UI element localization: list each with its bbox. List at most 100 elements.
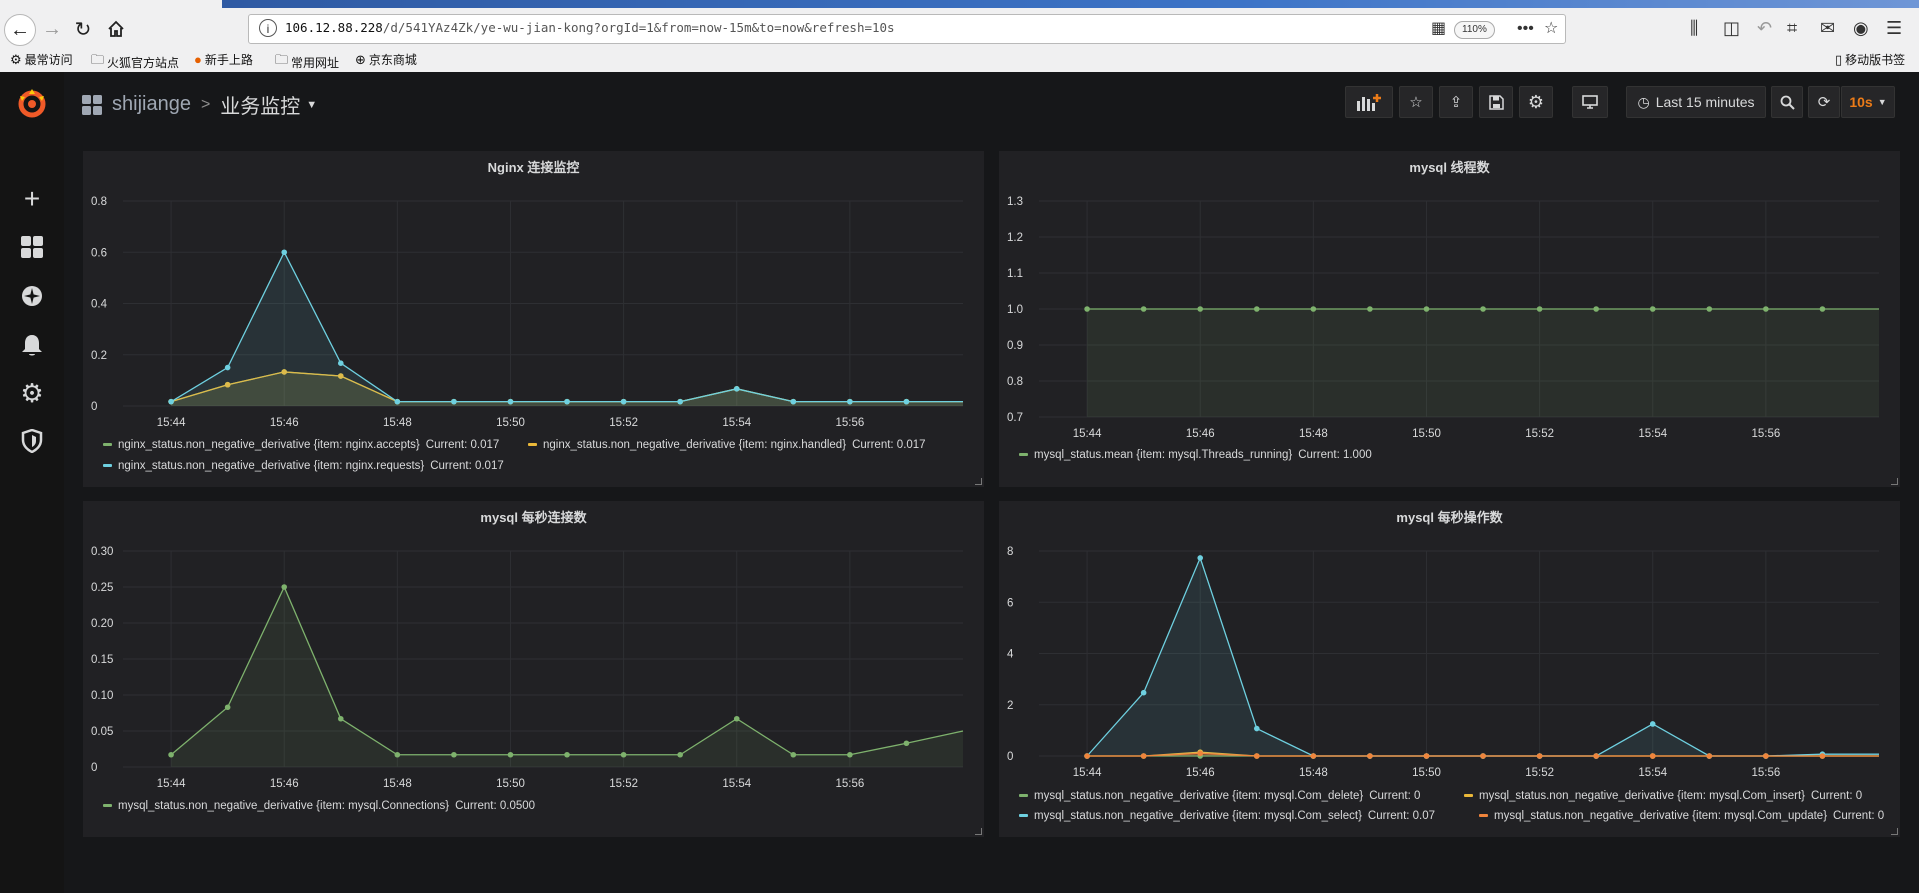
data-point[interactable] xyxy=(564,751,570,758)
add-panel-button[interactable] xyxy=(1345,86,1393,118)
panel-resize-handle[interactable] xyxy=(975,478,982,485)
data-point[interactable] xyxy=(168,398,174,405)
data-point[interactable] xyxy=(168,751,174,758)
data-point[interactable] xyxy=(281,249,288,256)
view-mode-tv-button[interactable] xyxy=(1572,86,1608,118)
data-point[interactable] xyxy=(1763,306,1769,312)
panel-mysql-operations[interactable]: mysql 每秒操作数 0 2 4 6 8 15:44 15:46 15:48 15:50 15:… xyxy=(999,501,1900,837)
data-point[interactable] xyxy=(790,398,797,405)
legend-item-nginx-accepts[interactable]: nginx_status.non_negative_derivative {it… xyxy=(103,439,499,451)
undo-icon[interactable]: ↶ xyxy=(1757,18,1773,38)
data-point[interactable] xyxy=(224,704,231,711)
mysql-connections-chart[interactable]: 0 0.05 0.10 0.15 0.20 0.25 0.30 15:44 15:46 15:48… xyxy=(83,501,984,791)
data-point[interactable] xyxy=(1763,753,1769,759)
data-point[interactable] xyxy=(1084,306,1090,312)
zoom-level-badge[interactable]: 110% xyxy=(1454,21,1495,39)
page-actions-icon[interactable]: ••• xyxy=(1517,20,1534,37)
url-text[interactable]: 106.12.88.228/d/541YAz4Zk/ye-wu-jian-kon… xyxy=(285,20,895,35)
data-point[interactable] xyxy=(903,740,910,747)
data-point[interactable] xyxy=(1253,725,1260,732)
data-point[interactable] xyxy=(451,398,457,405)
screenshot-crop-icon[interactable]: ⌗ xyxy=(1787,18,1798,38)
home-button[interactable] xyxy=(101,14,131,44)
server-admin-shield-icon[interactable] xyxy=(19,428,45,454)
panel-resize-handle[interactable] xyxy=(975,828,982,835)
data-point[interactable] xyxy=(1819,306,1826,312)
mysql-threads-chart[interactable]: 0.7 0.8 0.9 1.0 1.1 1.2 1.3 15:44 15:46 15:48 15:5… xyxy=(999,151,1900,441)
data-point[interactable] xyxy=(1819,753,1826,759)
data-point[interactable] xyxy=(451,751,457,758)
data-point[interactable] xyxy=(1140,753,1147,759)
bookmark-jd[interactable]: ⊕ 京东商城 xyxy=(355,51,417,68)
bookmark-most-visited[interactable]: ⚙ 最常访问 xyxy=(10,51,73,68)
bookmark-mobile[interactable]: ▯ 移动版书签 xyxy=(1835,51,1906,68)
data-point[interactable] xyxy=(394,398,401,405)
share-dashboard-button[interactable]: ⇪ xyxy=(1439,86,1473,118)
data-point[interactable] xyxy=(1197,555,1204,561)
data-point[interactable] xyxy=(224,381,231,388)
data-point[interactable] xyxy=(1367,306,1373,312)
reload-button[interactable]: ↻ xyxy=(68,14,98,44)
data-point[interactable] xyxy=(337,360,344,367)
site-info-icon[interactable]: i xyxy=(259,19,277,37)
data-point[interactable] xyxy=(847,398,853,405)
data-point[interactable] xyxy=(677,751,683,758)
data-point[interactable] xyxy=(1706,753,1713,759)
data-point[interactable] xyxy=(1536,306,1543,312)
star-dashboard-button[interactable]: ☆ xyxy=(1399,86,1433,118)
panel-resize-handle[interactable] xyxy=(1891,478,1898,485)
alerting-bell-icon[interactable] xyxy=(19,332,45,358)
data-point[interactable] xyxy=(394,751,401,758)
panel-title[interactable]: Nginx 连接监控 xyxy=(487,160,580,175)
data-point[interactable] xyxy=(620,398,627,405)
data-point[interactable] xyxy=(1593,306,1599,312)
account-icon[interactable]: ◉ xyxy=(1853,18,1869,38)
panel-nginx-connections[interactable]: Nginx 连接监控 0 0.2 0.4 0.6 0.8 15:44 15:46 15:48 1… xyxy=(83,151,984,487)
data-point[interactable] xyxy=(1253,306,1260,312)
panel-mysql-connections[interactable]: mysql 每秒连接数 0 0.05 0.10 0.15 0.20 0.25 0.30 15:… xyxy=(83,501,984,837)
data-point[interactable] xyxy=(847,751,853,758)
library-icon[interactable]: ⫼ xyxy=(1690,18,1699,38)
data-point[interactable] xyxy=(1649,721,1656,727)
folder-link[interactable]: shijiange xyxy=(112,93,191,115)
grafana-logo-icon[interactable] xyxy=(15,86,49,120)
data-point[interactable] xyxy=(620,751,627,758)
data-point[interactable] xyxy=(337,715,344,722)
data-point[interactable] xyxy=(677,398,683,405)
data-point[interactable] xyxy=(1253,753,1260,759)
data-point[interactable] xyxy=(1084,753,1090,759)
data-point[interactable] xyxy=(1423,306,1430,312)
data-point[interactable] xyxy=(224,364,231,371)
data-point[interactable] xyxy=(1310,753,1317,759)
legend-item-threads-running[interactable]: mysql_status.mean {item: mysql.Threads_r… xyxy=(1019,449,1372,461)
save-dashboard-button[interactable] xyxy=(1479,86,1513,118)
data-point[interactable] xyxy=(903,398,910,405)
chat-icon[interactable]: ✉ xyxy=(1820,18,1836,38)
explore-compass-icon[interactable] xyxy=(19,283,45,309)
refresh-button[interactable]: ⟳ xyxy=(1808,86,1840,118)
configuration-gear-icon[interactable]: ⚙ xyxy=(20,377,44,408)
data-point[interactable] xyxy=(281,369,288,375)
data-point[interactable] xyxy=(1649,753,1656,759)
dashboard-settings-button[interactable]: ⚙ xyxy=(1519,86,1553,118)
legend-item-connections[interactable]: mysql_status.non_negative_derivative {it… xyxy=(103,800,535,812)
qr-code-icon[interactable]: ▦ xyxy=(1431,20,1447,37)
menu-hamburger-icon[interactable]: ☰ xyxy=(1886,18,1903,38)
data-point[interactable] xyxy=(564,398,570,405)
data-point[interactable] xyxy=(1649,306,1656,312)
data-point[interactable] xyxy=(1423,753,1430,759)
panel-resize-handle[interactable] xyxy=(1891,828,1898,835)
data-point[interactable] xyxy=(733,386,740,392)
back-button[interactable]: ← xyxy=(4,14,36,46)
data-point[interactable] xyxy=(1593,753,1599,759)
panel-title[interactable]: mysql 每秒连接数 xyxy=(480,510,587,525)
data-point[interactable] xyxy=(507,751,514,758)
data-point[interactable] xyxy=(1197,306,1204,312)
nginx-connections-chart[interactable]: 0 0.2 0.4 0.6 0.8 15:44 15:46 15:48 15:50 15:52 15… xyxy=(83,151,984,441)
bookmark-getting-started[interactable]: ● 新手上路 xyxy=(194,52,253,67)
dashboard-title[interactable]: 业务监控 xyxy=(220,96,301,118)
sidebar-toggle-icon[interactable]: ◫ xyxy=(1723,18,1741,38)
legend-item-com-insert[interactable]: mysql_status.non_negative_derivative {it… xyxy=(1464,790,1862,802)
data-point[interactable] xyxy=(1480,753,1486,759)
data-point[interactable] xyxy=(733,715,740,722)
